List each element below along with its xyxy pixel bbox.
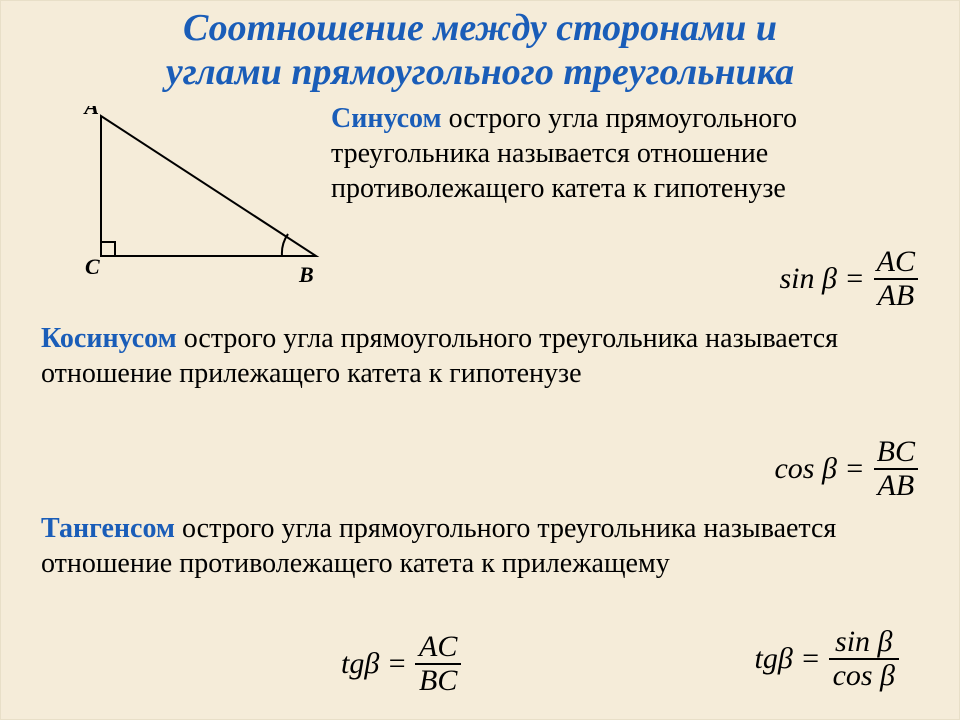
sine-fraction: AC AB (873, 246, 919, 311)
tg1-lhs: tgβ = (341, 647, 407, 681)
tangent-term: Тангенсом (41, 513, 175, 544)
cosine-term: Косинусом (41, 323, 177, 354)
sine-lhs: sin β = (779, 262, 864, 296)
sine-denominator: AB (874, 278, 919, 312)
tg1-fraction: AC BC (415, 631, 461, 696)
cosine-numerator: BC (873, 436, 919, 468)
tangent-formula-1: tgβ = AC BC (341, 631, 461, 696)
cosine-denominator: AB (874, 468, 919, 502)
cosine-fraction: BC AB (873, 436, 919, 501)
sine-term: Синусом (331, 103, 442, 134)
cosine-definition: Косинусом острого угла прямоугольного тр… (41, 321, 911, 391)
sine-definition: Синусом острого угла прямоугольного треу… (331, 101, 951, 206)
tg2-fraction: sin β cos β (829, 626, 899, 691)
tg2-numerator: sin β (831, 626, 896, 658)
tg1-numerator: AC (415, 631, 461, 663)
sine-formula: sin β = AC AB (779, 246, 919, 311)
cosine-formula: cos β = BC AB (774, 436, 919, 501)
triangle-svg: A C B (41, 106, 341, 296)
vertex-a-label: A (82, 106, 99, 119)
tg2-denominator: cos β (829, 658, 899, 692)
title-line-1: Соотношение между сторонами и (183, 7, 777, 49)
page-title: Соотношение между сторонами и углами пря… (1, 1, 959, 98)
tg1-denominator: BC (415, 663, 461, 697)
vertex-b-label: B (298, 262, 314, 287)
cosine-lhs: cos β = (774, 452, 864, 486)
triangle-diagram: A C B (41, 106, 341, 301)
tangent-formula-2: tgβ = sin β cos β (755, 626, 899, 691)
vertex-c-label: C (85, 254, 100, 279)
sine-numerator: AC (873, 246, 919, 278)
title-line-2: углами прямоугольного треугольника (166, 51, 794, 93)
tangent-definition: Тангенсом острого угла прямоугольного тр… (41, 511, 911, 581)
tg2-lhs: tgβ = (755, 642, 821, 676)
